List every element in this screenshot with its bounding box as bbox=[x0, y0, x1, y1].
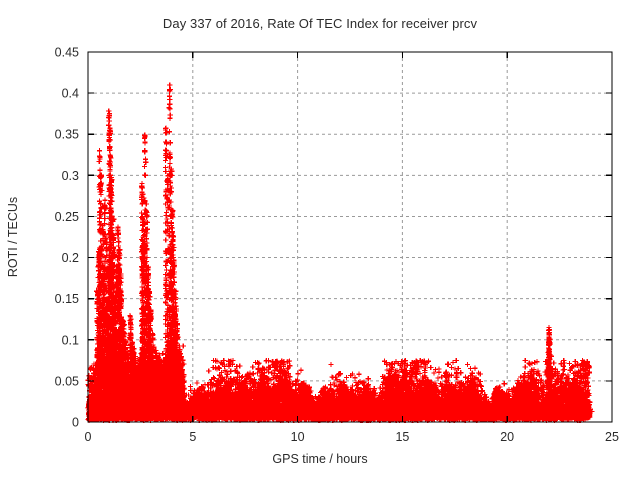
y-tick-label: 0.45 bbox=[55, 46, 79, 60]
y-tick-label: 0.1 bbox=[62, 333, 79, 347]
x-tick-label: 10 bbox=[291, 430, 305, 444]
y-tick-label: 0.05 bbox=[55, 374, 79, 388]
x-tick-label: 20 bbox=[500, 430, 514, 444]
axis-frame bbox=[87, 51, 613, 423]
axis-ticks: 0 0.05 0.1 0.15 0.2 0.25 0.3 0.35 0.4 0.45 0 5 10 15 2… bbox=[55, 46, 619, 445]
data-points bbox=[85, 82, 595, 423]
y-tick-label: 0.2 bbox=[62, 251, 79, 265]
y-axis-label: ROTI / TECUs bbox=[6, 196, 20, 278]
y-tick-label: 0.3 bbox=[62, 169, 79, 183]
y-tick-label: 0.35 bbox=[55, 128, 79, 142]
y-tick-label: 0 bbox=[72, 416, 79, 430]
x-tick-label: 5 bbox=[189, 430, 196, 444]
x-tick-label: 25 bbox=[605, 430, 619, 444]
y-tick-label: 0.25 bbox=[55, 210, 79, 224]
x-axis-label: GPS time / hours bbox=[272, 452, 368, 466]
y-tick-label: 0.15 bbox=[55, 292, 79, 306]
x-tick-label: 0 bbox=[85, 430, 92, 444]
y-tick-label: 0.4 bbox=[62, 87, 79, 101]
chart-title: Day 337 of 2016, Rate Of TEC Index for r… bbox=[162, 16, 478, 31]
x-tick-label: 15 bbox=[395, 430, 409, 444]
